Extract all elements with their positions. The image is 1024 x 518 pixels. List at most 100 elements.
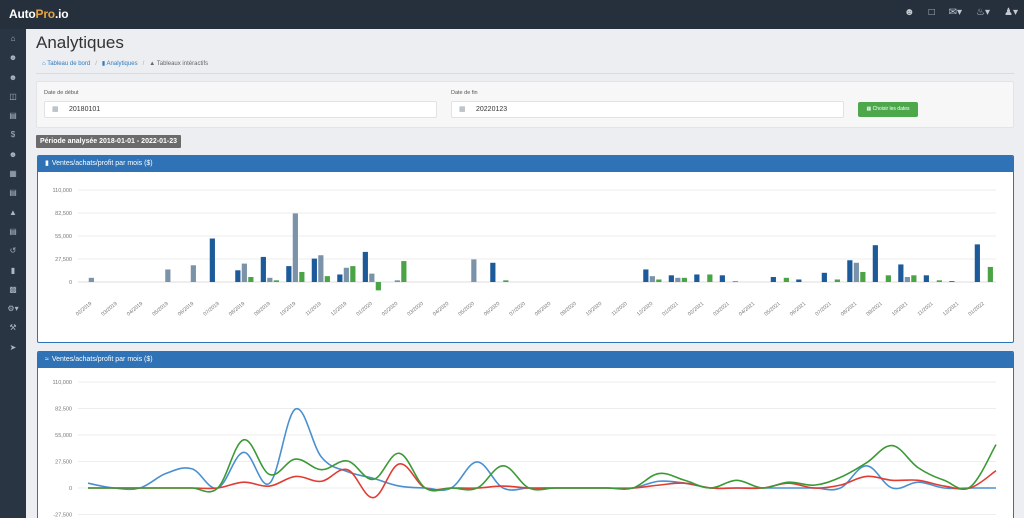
bar	[299, 271, 305, 282]
calendar-icon[interactable]: ▦	[9, 169, 17, 179]
bar	[936, 280, 942, 282]
users-icon[interactable]: ☻	[8, 53, 18, 63]
page-title: Analytiques	[36, 33, 124, 52]
bar	[783, 277, 789, 282]
bar	[318, 255, 324, 282]
dollar-icon[interactable]: $	[10, 130, 16, 140]
bar	[401, 261, 407, 282]
calendar-icon: ▦	[52, 106, 59, 113]
bar	[675, 277, 681, 282]
bar	[694, 274, 700, 282]
x-tick-label: 10/2019	[279, 301, 297, 318]
monitor-icon[interactable]: □	[928, 7, 935, 18]
x-tick-label: 05/2020	[457, 301, 475, 318]
bar	[311, 258, 317, 282]
bar	[490, 262, 496, 282]
wrench-icon[interactable]: ⚒	[9, 323, 17, 333]
y-tick-label: 55,000	[55, 234, 72, 240]
x-tick-label: 06/2019	[177, 301, 195, 318]
breadcrumb-analytics-link[interactable]: ▮ Analytiques	[101, 61, 138, 67]
x-tick-label: 11/2020	[611, 301, 629, 317]
bar	[241, 263, 247, 282]
bar	[209, 238, 215, 282]
bar	[770, 276, 776, 282]
choose-dates-button[interactable]: ▦ Choisir les dates	[858, 102, 918, 117]
history-icon[interactable]: ↺	[9, 246, 17, 256]
x-tick-label: 05/2019	[151, 301, 169, 318]
bar	[273, 280, 279, 282]
rocket-icon[interactable]: ➤	[9, 342, 17, 352]
bar	[656, 279, 662, 282]
breadcrumb-home-link[interactable]: ⌂ Tableau de bord	[42, 60, 91, 67]
bar	[898, 264, 904, 282]
calendar-icon: ▦	[459, 106, 466, 113]
x-tick-label: 08/2019	[228, 301, 246, 318]
bar	[707, 274, 713, 282]
bar-chart-header: ▮ Ventes/achats/profit par mois ($)	[38, 156, 1013, 172]
bar	[681, 277, 687, 282]
x-tick-label: 12/2019	[330, 301, 348, 318]
bar	[471, 259, 477, 282]
user-icon[interactable]: ♟▾	[1004, 7, 1018, 18]
x-tick-label: 01/2022	[967, 301, 985, 318]
app-logo[interactable]: AutoPro.io	[9, 7, 69, 21]
home-icon[interactable]: ⌂	[10, 34, 16, 43]
bar	[235, 270, 241, 282]
x-tick-label: 11/2019	[305, 301, 323, 317]
bell-icon[interactable]: ♨▾	[976, 7, 991, 18]
x-tick-label: 07/2020	[508, 301, 526, 318]
bar	[88, 277, 94, 282]
car-icon[interactable]: ◫	[9, 91, 17, 101]
y-tick-label: 0	[69, 280, 72, 286]
bank-icon[interactable]: ▲	[9, 207, 17, 217]
bar	[369, 273, 375, 282]
x-tick-label: 09/2021	[865, 301, 883, 318]
y-tick-label: 82,500	[55, 407, 72, 413]
gear-icon[interactable]: ⚙▾	[7, 304, 19, 314]
y-tick-label: 55,000	[55, 433, 72, 439]
users-icon[interactable]: ☻	[8, 72, 18, 82]
x-tick-label: 05/2021	[763, 301, 781, 318]
bar	[885, 275, 891, 282]
bar	[343, 267, 349, 282]
y-tick-label: -27,500	[53, 513, 72, 518]
start-date-field[interactable]: ▦ 20180101	[44, 101, 437, 118]
bar	[719, 275, 725, 282]
divider	[36, 73, 1014, 74]
period-badge: Période analysée 2018-01-01 - 2022-01-23	[36, 135, 181, 148]
bar	[165, 269, 171, 282]
id-card-icon[interactable]: ▤	[9, 111, 17, 121]
end-date-field[interactable]: ▦ 20220123	[451, 101, 844, 118]
end-date-label: Date de fin	[451, 90, 478, 96]
bar	[904, 276, 910, 282]
id-card-icon[interactable]: ▤	[9, 226, 17, 236]
bar-chart-icon: ▮	[45, 160, 49, 167]
bar	[394, 280, 400, 282]
x-tick-label: 11/2021	[917, 301, 935, 317]
x-tick-label: 04/2021	[738, 301, 756, 318]
line-chart-panel: ≈ Ventes/achats/profit par mois ($) 110,0…	[37, 351, 1014, 518]
bar	[911, 275, 917, 282]
bar	[949, 281, 955, 282]
bar	[286, 266, 292, 282]
bar	[190, 265, 196, 282]
x-tick-label: 09/2019	[253, 301, 271, 318]
users-icon[interactable]: ☻	[8, 149, 18, 159]
top-nav-icons: ☻ □ ✉▾ ♨▾ ♟▾	[904, 7, 1018, 18]
bar	[923, 275, 929, 282]
bar-chart-icon[interactable]: ▮	[10, 265, 16, 275]
sidebar: ⌂ ☻ ☻ ◫ ▤ $ ☻ ▦ ▤ ▲ ▤ ↺ ▮ ▩ ⚙▾ ⚒ ➤	[0, 29, 26, 518]
bar	[643, 269, 649, 282]
x-tick-label: 02/2020	[381, 301, 399, 318]
x-tick-label: 04/2019	[126, 301, 144, 318]
print-icon[interactable]: ▩	[9, 284, 17, 294]
id-card-icon[interactable]: ▤	[9, 188, 17, 198]
comments-icon[interactable]: ✉▾	[948, 7, 963, 18]
x-tick-label: 10/2021	[891, 301, 909, 318]
bar	[987, 266, 993, 282]
bar	[860, 271, 866, 282]
bar	[337, 274, 343, 282]
bar	[267, 277, 273, 282]
bar	[503, 280, 509, 282]
users-icon[interactable]: ☻	[904, 7, 915, 18]
